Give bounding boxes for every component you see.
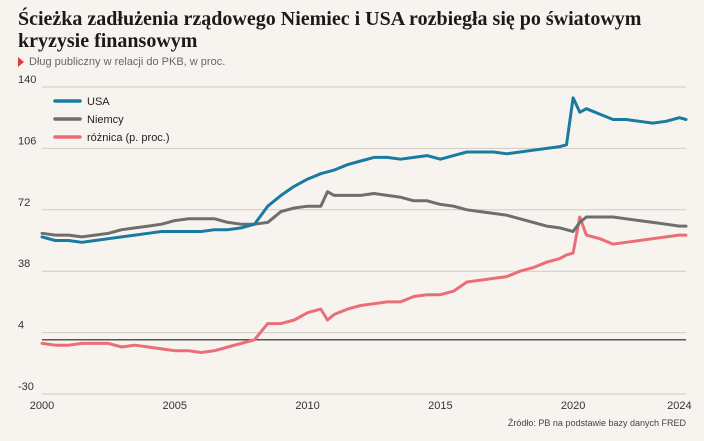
series-line-niemcy [40,190,688,239]
x-tick-label: 2015 [428,400,452,412]
legend-label-niemcy: Niemcy [87,114,124,126]
y-axis-labels: 140 106 72 38 4 -30 [18,74,36,393]
y-tick-label: 38 [18,258,30,270]
y-tick-label: 4 [18,320,24,332]
chart-title: Ścieżka zadłużenia rządowego Niemiec i U… [18,8,642,52]
source-note: Źródło: PB na podstawie bazy danych FRED [507,418,686,428]
x-tick-label: 2020 [561,400,585,412]
chart-subtitle: Dług publiczny w relacji do PKB, w proc. [18,56,225,68]
legend: USA Niemcy różnica (p. proc.) [53,96,170,144]
x-tick-label: 2005 [163,400,187,412]
x-axis-labels: 2000 2005 2010 2015 2020 2024 [30,400,692,412]
y-tick-label: 106 [18,135,36,147]
legend-label-usa: USA [87,96,110,108]
x-tick-label: 2000 [30,400,54,412]
series-line-usa [40,96,688,244]
series-lines [40,96,688,354]
subtitle-text: Dług publiczny w relacji do PKB, w proc. [29,56,226,68]
red-triangle-icon [18,57,24,67]
gridlines [42,86,686,395]
legend-label-roznica: różnica (p. proc.) [87,132,170,144]
y-tick-label: 72 [18,197,30,209]
x-tick-label: 2010 [295,400,319,412]
series-line-roznica [40,215,688,354]
y-tick-label: 140 [18,74,36,86]
y-tick-label: -30 [18,381,34,393]
x-tick-label: 2024 [667,400,691,412]
